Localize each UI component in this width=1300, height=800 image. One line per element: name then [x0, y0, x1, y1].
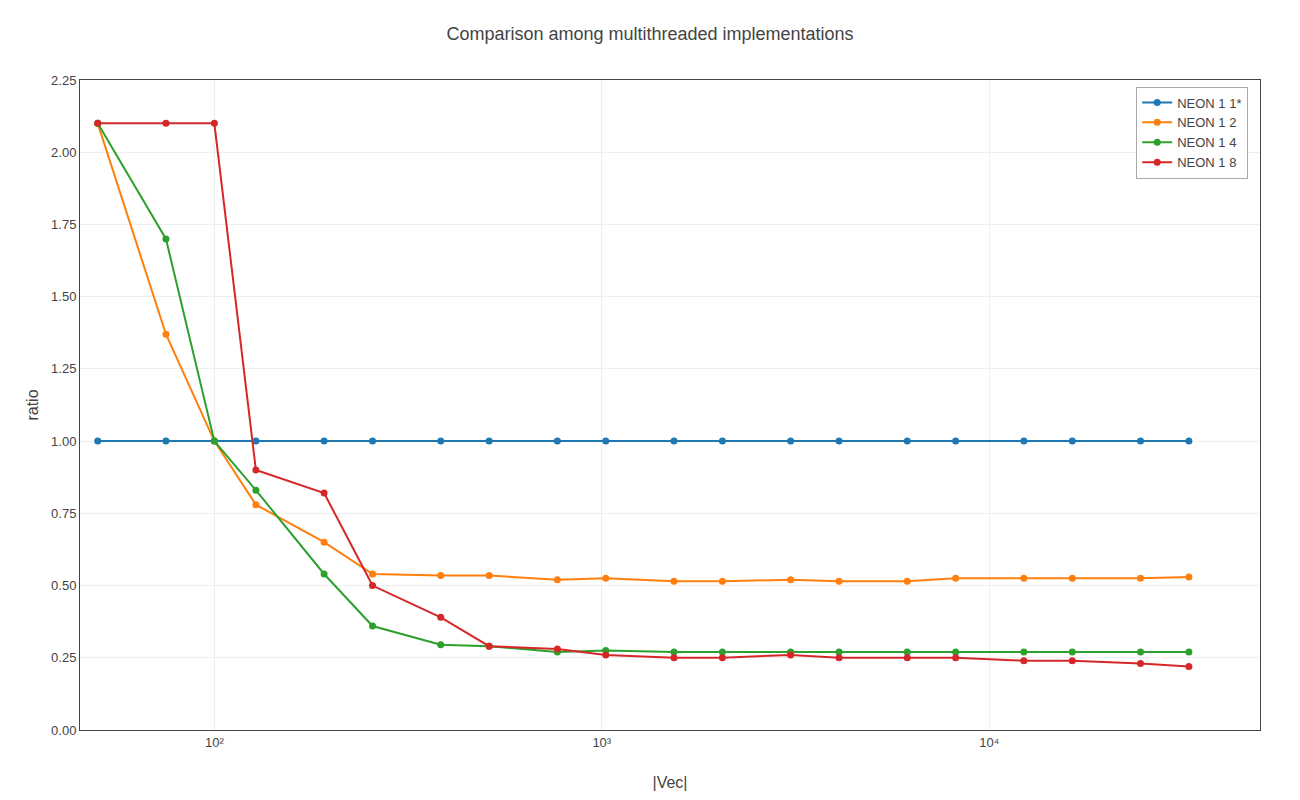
svg-text:1.50: 1.50: [51, 289, 76, 304]
svg-text:1.25: 1.25: [51, 361, 76, 376]
svg-text:10³: 10³: [592, 735, 611, 750]
svg-text:10²: 10²: [205, 735, 224, 750]
svg-text:0.25: 0.25: [51, 650, 76, 665]
svg-text:10⁴: 10⁴: [979, 735, 999, 750]
svg-text:NEON 1 1*: NEON 1 1*: [1177, 96, 1241, 111]
svg-text:Comparison among multithreaded: Comparison among multithreaded implement…: [446, 24, 853, 44]
svg-text:0.00: 0.00: [51, 723, 76, 738]
svg-text:|Vec|: |Vec|: [653, 774, 688, 791]
svg-text:0.75: 0.75: [51, 506, 76, 521]
svg-text:NEON 1 8: NEON 1 8: [1177, 155, 1236, 170]
svg-text:2.25: 2.25: [51, 73, 76, 88]
svg-text:ratio: ratio: [24, 389, 41, 420]
svg-text:2.00: 2.00: [51, 145, 76, 160]
svg-text:1.75: 1.75: [51, 217, 76, 232]
svg-text:NEON 1 2: NEON 1 2: [1177, 115, 1236, 130]
svg-text:1.00: 1.00: [51, 434, 76, 449]
svg-text:0.50: 0.50: [51, 578, 76, 593]
svg-text:NEON 1 4: NEON 1 4: [1177, 135, 1236, 150]
